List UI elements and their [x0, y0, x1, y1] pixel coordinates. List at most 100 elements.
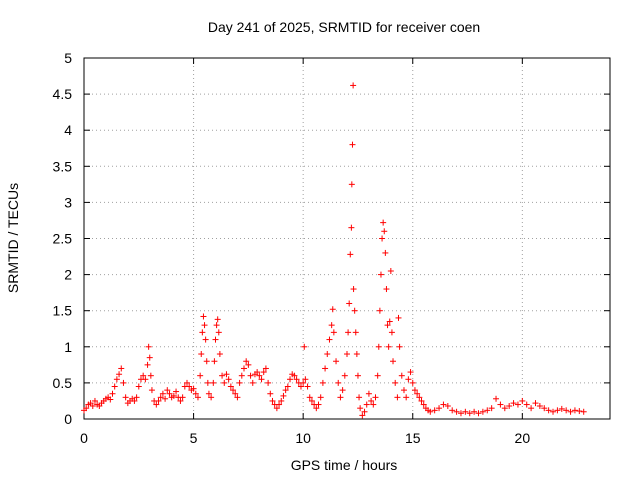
data-point	[457, 410, 464, 417]
data-point	[155, 397, 162, 404]
data-point	[449, 407, 456, 414]
data-point	[322, 365, 329, 372]
data-point	[145, 343, 152, 350]
data-point	[359, 412, 366, 419]
data-point	[317, 394, 324, 401]
data-point	[329, 306, 336, 313]
data-point	[554, 407, 561, 414]
data-point	[330, 329, 337, 336]
data-point	[405, 376, 412, 383]
data-point	[411, 387, 418, 394]
data-point	[333, 358, 340, 365]
data-point	[365, 390, 372, 397]
data-point	[558, 405, 565, 412]
data-point	[382, 249, 389, 256]
data-point	[215, 329, 222, 336]
data-point	[436, 405, 443, 412]
y-tick-label: 0.5	[53, 375, 73, 391]
data-point	[354, 372, 361, 379]
y-tick-label: 3.5	[53, 158, 73, 174]
data-point	[287, 376, 294, 383]
data-point	[89, 403, 96, 410]
data-point	[111, 383, 118, 390]
data-point	[91, 397, 98, 404]
data-point	[536, 403, 543, 410]
data-point	[580, 408, 587, 415]
x-axis-label: GPS time / hours	[291, 457, 398, 473]
data-point	[380, 219, 387, 226]
data-point	[247, 372, 254, 379]
data-point	[356, 394, 363, 401]
data-point	[541, 405, 548, 412]
data-point	[276, 401, 283, 408]
data-point	[159, 390, 166, 397]
data-point	[377, 271, 384, 278]
data-point	[213, 322, 220, 329]
axis-tick-labels: 0 5 10 15 20 0 0.5 1 1.5 2 2.5 3 3.5 4 4.5 5	[53, 50, 531, 446]
data-point	[383, 286, 390, 293]
data-point	[453, 408, 460, 415]
data-point	[328, 322, 335, 329]
y-tick-label: 1.5	[53, 303, 73, 319]
data-point	[245, 361, 252, 368]
data-point	[339, 387, 346, 394]
data-point	[221, 379, 228, 386]
data-point	[140, 372, 147, 379]
data-point	[341, 372, 348, 379]
data-point	[385, 343, 392, 350]
data-point	[297, 383, 304, 390]
data-point	[254, 369, 261, 376]
data-point	[563, 407, 570, 414]
x-tick-label: 15	[405, 430, 421, 446]
data-point	[236, 379, 243, 386]
data-point	[192, 390, 199, 397]
y-tick-label: 4.5	[53, 86, 73, 102]
data-point	[144, 361, 151, 368]
data-point	[282, 387, 289, 394]
data-point	[394, 394, 401, 401]
y-axis-label: SRMTID / TECUs	[5, 183, 21, 293]
data-point	[400, 387, 407, 394]
data-point	[164, 387, 171, 394]
data-point	[347, 251, 354, 258]
data-point	[357, 405, 364, 412]
data-point	[532, 400, 539, 407]
data-point	[135, 383, 142, 390]
data-point	[353, 351, 360, 358]
data-point	[146, 354, 153, 361]
data-point	[386, 318, 393, 325]
data-point	[190, 385, 197, 392]
data-point	[471, 408, 478, 415]
data-point	[118, 365, 125, 372]
data-point	[280, 392, 287, 399]
data-point	[131, 397, 138, 404]
y-tick-label: 2	[64, 267, 72, 283]
data-point	[116, 371, 123, 378]
data-point	[216, 351, 223, 358]
data-point	[398, 372, 405, 379]
data-point	[324, 351, 331, 358]
data-point	[205, 390, 212, 397]
y-tick-label: 1	[64, 339, 72, 355]
data-point	[440, 401, 447, 408]
data-point	[319, 379, 326, 386]
data-point	[256, 372, 263, 379]
data-point	[83, 405, 90, 412]
data-point	[186, 383, 193, 390]
data-point	[258, 376, 265, 383]
data-point	[381, 228, 388, 235]
data-point	[291, 372, 298, 379]
data-point	[304, 383, 311, 390]
data-point	[260, 369, 267, 376]
data-point	[203, 358, 210, 365]
data-point	[243, 358, 250, 365]
data-point	[352, 329, 359, 336]
data-point	[420, 401, 427, 408]
data-point	[284, 383, 291, 390]
data-point	[350, 82, 357, 89]
data-point	[194, 394, 201, 401]
data-point	[519, 397, 526, 404]
plot-frame	[83, 57, 611, 420]
data-point	[200, 313, 207, 320]
data-point	[349, 141, 356, 148]
